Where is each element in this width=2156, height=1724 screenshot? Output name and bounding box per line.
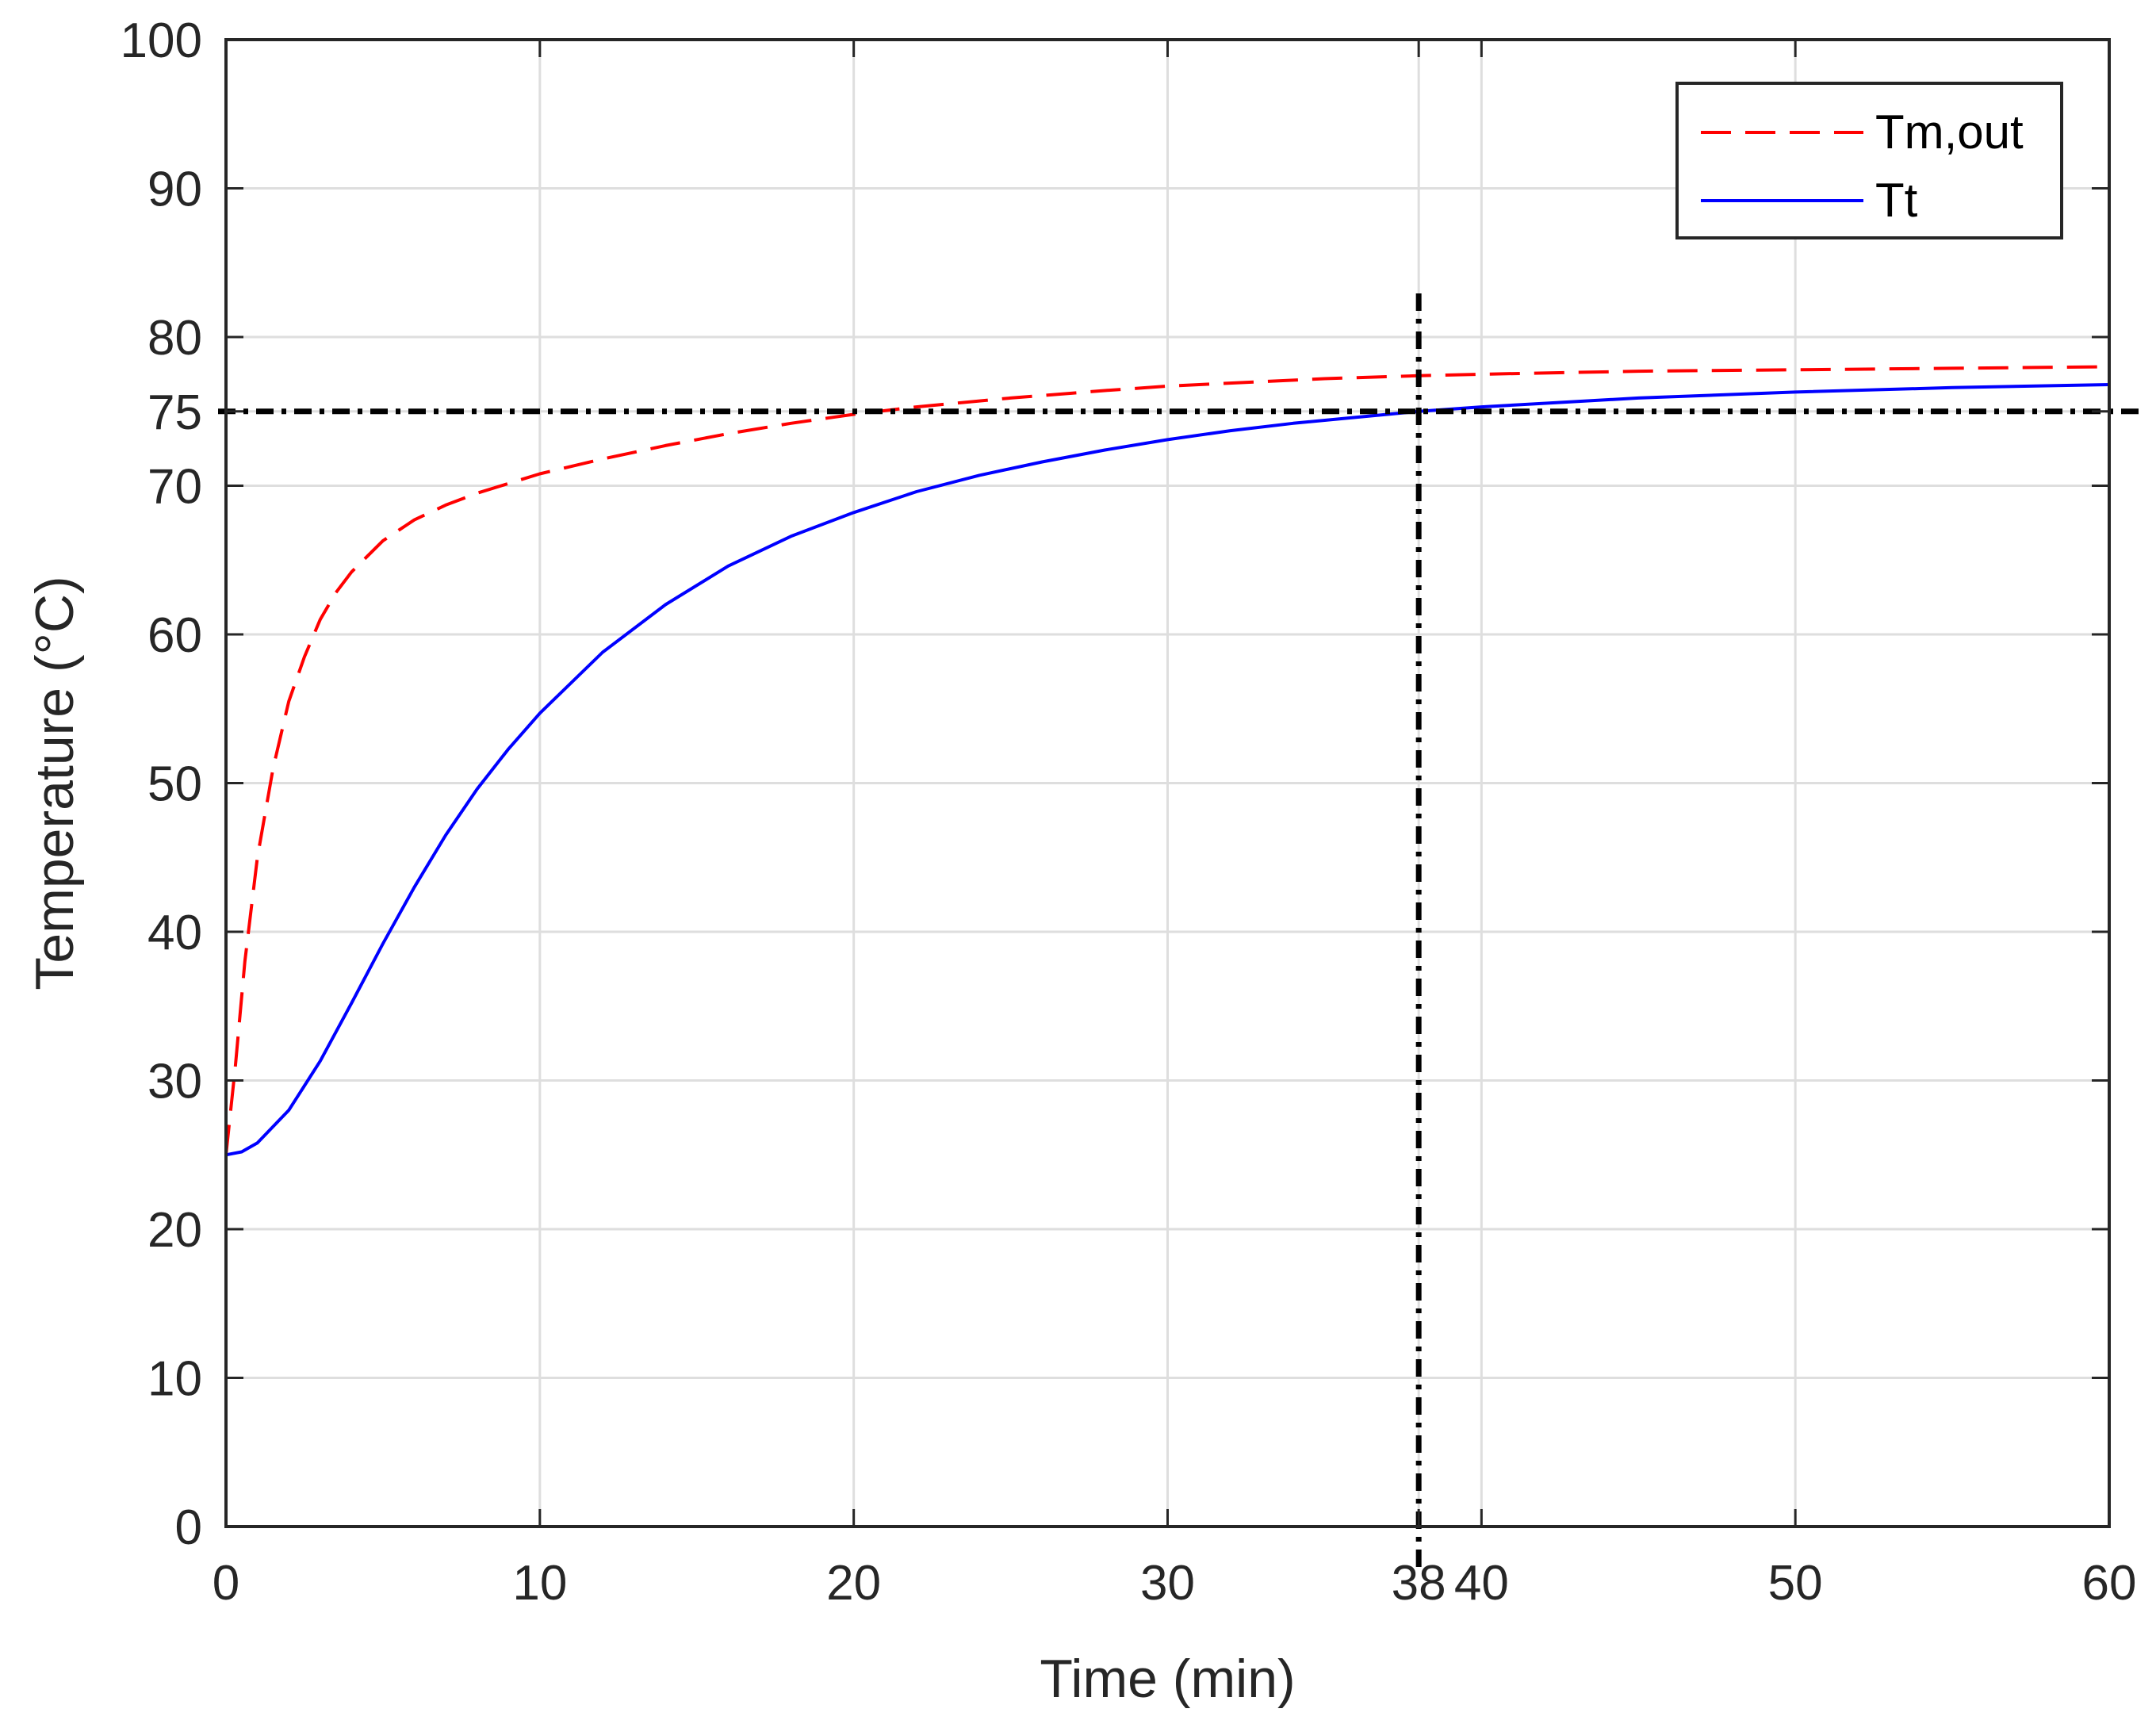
x-tick-label: 40 — [1454, 1556, 1509, 1611]
x-tick-label: 10 — [512, 1556, 567, 1611]
x-tick-label: 38 — [1392, 1556, 1446, 1611]
y-tick-label: 30 — [147, 1055, 202, 1109]
y-tick-label: 90 — [147, 163, 202, 217]
x-tick-label: 50 — [1768, 1556, 1823, 1611]
x-tick-label: 20 — [826, 1556, 881, 1611]
x-tick-label: 60 — [2082, 1556, 2137, 1611]
legend-label-tt: Tt — [1875, 174, 1918, 227]
legend-label-tm-out: Tm,out — [1875, 105, 2024, 159]
x-tick-label: 30 — [1140, 1556, 1195, 1611]
y-tick-label: 50 — [147, 757, 202, 812]
legend: Tm,out Tt — [1675, 82, 2063, 239]
y-tick-label: 75 — [147, 385, 202, 440]
y-tick-label: 0 — [175, 1500, 202, 1555]
y-axis-label: Temperature (°C) — [25, 576, 85, 990]
x-axis-label: Time (min) — [1040, 1649, 1295, 1709]
legend-box — [1675, 82, 2063, 239]
y-tick-label: 60 — [147, 608, 202, 663]
y-tick-label: 10 — [147, 1352, 202, 1407]
y-tick-label: 80 — [147, 311, 202, 366]
reference-lines — [218, 293, 2145, 1574]
y-tick-label: 70 — [147, 460, 202, 515]
y-tick-label: 100 — [121, 13, 202, 68]
x-tick-label: 0 — [213, 1556, 239, 1611]
grid — [224, 38, 2111, 1528]
y-tick-label: 20 — [147, 1203, 202, 1258]
y-tick-label: 40 — [147, 906, 202, 960]
